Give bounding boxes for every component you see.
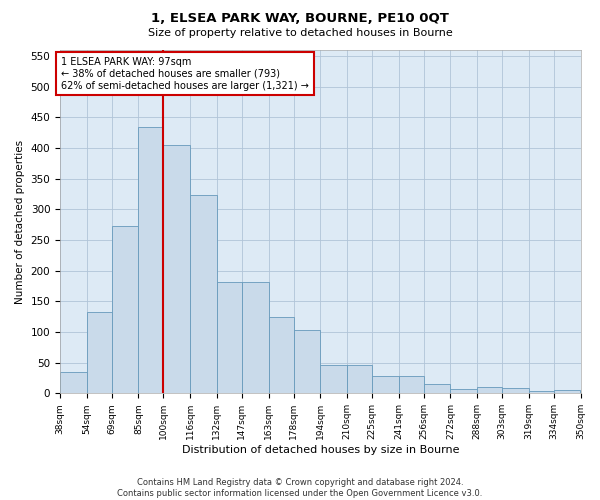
Bar	[163, 145, 190, 394]
Bar	[139, 126, 163, 394]
X-axis label: Distribution of detached houses by size in Bourne: Distribution of detached houses by size …	[182, 445, 459, 455]
Bar	[293, 330, 320, 394]
Text: Size of property relative to detached houses in Bourne: Size of property relative to detached ho…	[148, 28, 452, 38]
Bar	[372, 376, 398, 394]
Bar	[87, 312, 112, 394]
Bar	[190, 196, 217, 394]
Bar	[320, 365, 347, 394]
Text: 1 ELSEA PARK WAY: 97sqm
← 38% of detached houses are smaller (793)
62% of semi-d: 1 ELSEA PARK WAY: 97sqm ← 38% of detache…	[61, 58, 309, 90]
Y-axis label: Number of detached properties: Number of detached properties	[15, 140, 25, 304]
Bar	[112, 226, 139, 394]
Text: Contains HM Land Registry data © Crown copyright and database right 2024.
Contai: Contains HM Land Registry data © Crown c…	[118, 478, 482, 498]
Bar	[451, 389, 477, 394]
Bar	[242, 282, 269, 394]
Bar	[424, 384, 451, 394]
Bar	[477, 387, 502, 394]
Bar	[529, 391, 554, 394]
Bar	[269, 318, 293, 394]
Bar	[347, 365, 372, 394]
Bar	[217, 282, 242, 394]
Bar	[502, 388, 529, 394]
Bar	[60, 372, 87, 394]
Text: 1, ELSEA PARK WAY, BOURNE, PE10 0QT: 1, ELSEA PARK WAY, BOURNE, PE10 0QT	[151, 12, 449, 26]
Bar	[398, 376, 424, 394]
Bar	[554, 390, 580, 394]
